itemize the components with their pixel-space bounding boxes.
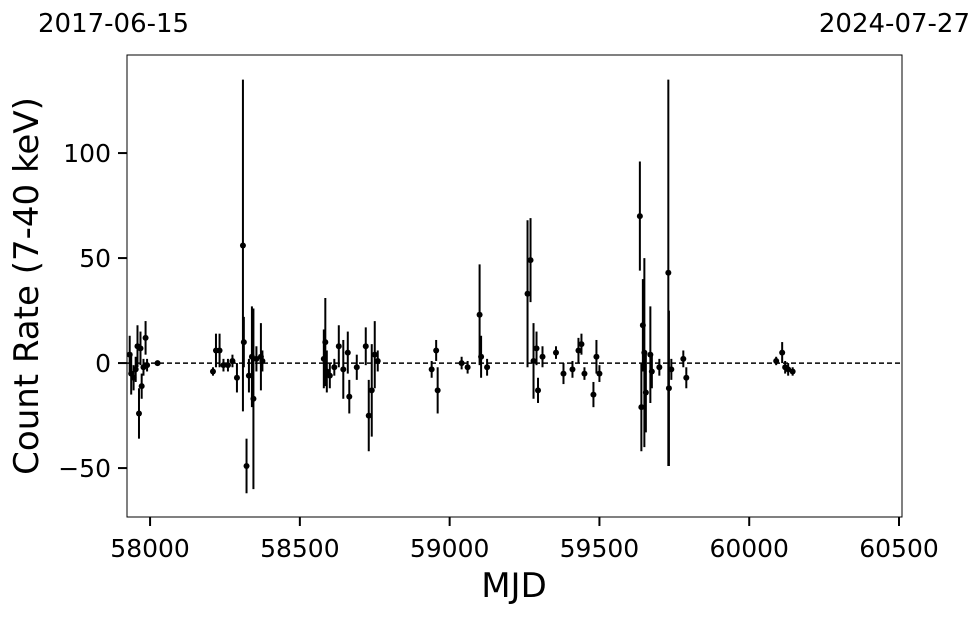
data-point <box>229 357 236 364</box>
data-point <box>642 389 649 396</box>
plot-frame <box>126 54 903 518</box>
data-point <box>209 368 216 375</box>
data-point <box>638 404 645 411</box>
data-point <box>581 370 588 377</box>
data-point <box>233 374 240 381</box>
annotation-right: 2024-07-27 <box>819 9 970 39</box>
data-point <box>539 353 546 360</box>
data-point <box>243 462 250 469</box>
data-point <box>458 360 465 367</box>
y-tick-label: −50 <box>58 454 111 483</box>
data-point <box>340 366 347 373</box>
data-point <box>656 364 663 371</box>
data-point <box>527 257 534 264</box>
data-point <box>789 368 796 375</box>
data-point <box>374 357 381 364</box>
x-tick-label: 59500 <box>560 534 640 563</box>
data-point <box>668 366 675 373</box>
data-point <box>259 357 266 364</box>
data-point <box>484 364 491 371</box>
data-point <box>245 372 252 379</box>
data-point <box>779 349 786 356</box>
data-point <box>434 387 441 394</box>
data-point <box>533 345 540 352</box>
data-point <box>138 383 145 390</box>
data-point <box>560 370 567 377</box>
data-point <box>680 355 687 362</box>
annotation-left: 2017-06-15 <box>38 9 189 39</box>
data-point <box>552 349 559 356</box>
x-tick-label: 60000 <box>709 534 789 563</box>
data-point <box>362 343 369 350</box>
data-point <box>365 412 372 419</box>
data-point <box>648 368 655 375</box>
x-tick-label: 58500 <box>260 534 340 563</box>
data-point <box>665 269 672 276</box>
y-tick-label: 0 <box>95 349 111 378</box>
data-point <box>593 353 600 360</box>
data-point <box>368 387 375 394</box>
data-point <box>323 368 330 375</box>
data-point <box>596 370 603 377</box>
data-point <box>773 357 780 364</box>
y-axis-label: Count Rate (7-40 keV) <box>7 97 47 475</box>
data-point <box>371 351 378 358</box>
data-point <box>224 362 231 369</box>
data-point <box>220 362 227 369</box>
data-point <box>344 349 351 356</box>
data-point <box>464 364 471 371</box>
data-point <box>216 347 223 354</box>
data-point <box>154 360 161 367</box>
data-point <box>433 347 440 354</box>
x-tick-label: 59000 <box>410 534 490 563</box>
data-point <box>569 366 576 373</box>
data-point <box>636 213 643 220</box>
data-point <box>478 353 485 360</box>
data-point <box>132 366 139 373</box>
data-point <box>575 347 582 354</box>
y-tick-label: 100 <box>63 139 111 168</box>
data-point <box>683 374 690 381</box>
data-point <box>142 334 149 341</box>
data-point <box>239 242 246 249</box>
y-tick-label: 50 <box>79 244 111 273</box>
data-point <box>665 385 672 392</box>
data-point <box>144 362 151 369</box>
data-point <box>137 345 144 352</box>
data-point <box>326 372 333 379</box>
data-point <box>530 357 537 364</box>
data-point <box>785 366 792 373</box>
x-axis-label: MJD <box>481 566 547 606</box>
data-point <box>335 343 342 350</box>
x-tick-label: 60500 <box>859 534 939 563</box>
data-point <box>535 387 542 394</box>
data-point <box>322 339 329 346</box>
data-point <box>524 290 531 297</box>
data-point <box>331 364 338 371</box>
data-point <box>428 366 435 373</box>
data-point <box>346 393 353 400</box>
data-point <box>578 341 585 348</box>
data-point <box>250 395 257 402</box>
data-point <box>353 364 360 371</box>
data-point <box>590 391 597 398</box>
x-tick-label: 58000 <box>110 534 190 563</box>
data-point <box>476 311 483 318</box>
data-point <box>135 410 142 417</box>
data-point <box>240 339 247 346</box>
data-point <box>253 355 260 362</box>
